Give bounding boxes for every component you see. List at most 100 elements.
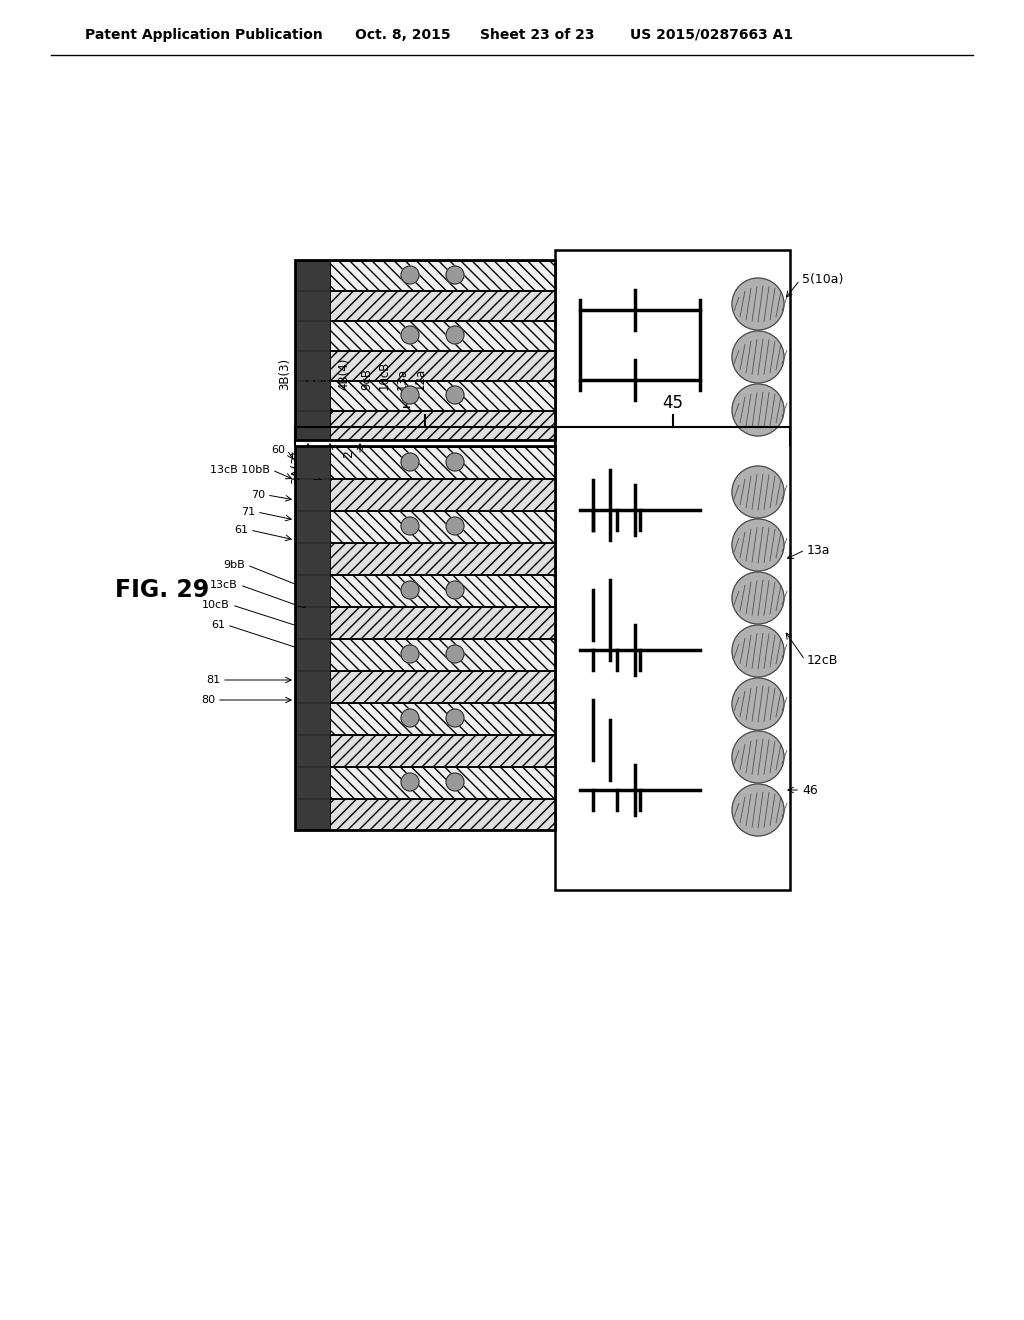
Text: 13cB 10bB: 13cB 10bB (210, 465, 270, 475)
Circle shape (732, 279, 784, 330)
Bar (295, 671, 330, 702)
Text: 4A(4): 4A(4) (312, 450, 325, 484)
Text: Sheet 23 of 23: Sheet 23 of 23 (480, 28, 595, 42)
Circle shape (446, 581, 464, 599)
Bar (330, 767, 555, 799)
Bar (330, 261, 555, 290)
Text: 81: 81 (206, 675, 220, 685)
Text: 3B(3): 3B(3) (278, 358, 291, 389)
Bar (295, 767, 330, 799)
Text: 1: 1 (399, 393, 411, 412)
Circle shape (732, 731, 784, 783)
Text: 12a: 12a (414, 368, 427, 389)
Bar (295, 799, 330, 830)
Text: 10bB: 10bB (305, 359, 318, 389)
Circle shape (732, 331, 784, 383)
Bar (330, 381, 555, 411)
Text: 13cB: 13cB (319, 360, 333, 389)
Text: 13a: 13a (807, 544, 830, 557)
Circle shape (446, 645, 464, 663)
Text: 13cB: 13cB (210, 579, 238, 590)
Bar (295, 260, 555, 440)
Circle shape (401, 326, 419, 345)
Circle shape (401, 267, 419, 284)
Circle shape (732, 466, 784, 517)
Circle shape (732, 624, 784, 677)
Circle shape (446, 517, 464, 535)
Text: 71: 71 (241, 507, 255, 517)
Circle shape (446, 326, 464, 345)
Text: Oct. 8, 2015: Oct. 8, 2015 (355, 28, 451, 42)
Circle shape (401, 774, 419, 791)
Bar (295, 576, 330, 606)
Text: 61: 61 (234, 525, 248, 535)
Bar (330, 799, 555, 830)
Text: 12cB: 12cB (807, 653, 839, 667)
Bar (330, 511, 555, 543)
Circle shape (446, 385, 464, 404)
Circle shape (401, 581, 419, 599)
Bar (295, 543, 330, 574)
Text: 2: 2 (342, 450, 355, 458)
Text: 10cB: 10cB (203, 601, 230, 610)
Bar (330, 447, 555, 478)
Circle shape (401, 645, 419, 663)
Bar (330, 607, 555, 638)
Circle shape (732, 678, 784, 730)
Text: FIG. 29: FIG. 29 (115, 578, 209, 602)
Text: 46: 46 (802, 784, 818, 796)
Text: Patent Application Publication: Patent Application Publication (85, 28, 323, 42)
Circle shape (732, 519, 784, 572)
Circle shape (401, 453, 419, 471)
Text: 3A(3): 3A(3) (290, 450, 303, 484)
Bar (555, 249, 790, 890)
Bar (295, 479, 330, 510)
Circle shape (401, 385, 419, 404)
Text: 61: 61 (211, 620, 225, 630)
Bar (330, 351, 555, 380)
Bar (295, 735, 330, 766)
Text: 13a: 13a (396, 368, 409, 389)
Bar (330, 411, 555, 440)
Text: 5(10a): 5(10a) (802, 273, 844, 286)
Bar (330, 290, 555, 319)
Bar (295, 704, 330, 734)
Bar (330, 639, 555, 671)
Bar (330, 704, 555, 734)
Bar (330, 479, 555, 510)
Bar (295, 321, 330, 350)
Bar (330, 321, 555, 350)
Bar (295, 261, 330, 290)
Bar (295, 381, 330, 411)
Bar (295, 511, 330, 543)
Text: 60: 60 (271, 445, 285, 455)
Text: US 2015/0287663 A1: US 2015/0287663 A1 (630, 28, 794, 42)
Circle shape (732, 384, 784, 436)
Bar (295, 411, 330, 440)
Bar (295, 447, 330, 478)
Circle shape (446, 774, 464, 791)
Bar (330, 671, 555, 702)
Bar (330, 735, 555, 766)
Bar (295, 351, 330, 380)
Text: 70: 70 (251, 490, 265, 500)
Text: 45: 45 (662, 393, 683, 412)
Bar (295, 290, 330, 319)
Circle shape (446, 267, 464, 284)
Circle shape (446, 453, 464, 471)
Circle shape (732, 572, 784, 624)
Text: 80: 80 (201, 696, 215, 705)
Bar (330, 576, 555, 606)
Bar (295, 639, 330, 671)
Bar (330, 543, 555, 574)
Bar (295, 446, 555, 830)
Circle shape (401, 709, 419, 727)
Circle shape (401, 517, 419, 535)
Circle shape (732, 784, 784, 836)
Text: 10cB: 10cB (378, 360, 391, 389)
Text: 9bB: 9bB (223, 560, 245, 570)
Text: 9cB: 9cB (360, 368, 373, 389)
Text: 4B(4): 4B(4) (337, 358, 350, 389)
Bar (295, 607, 330, 638)
Circle shape (446, 709, 464, 727)
